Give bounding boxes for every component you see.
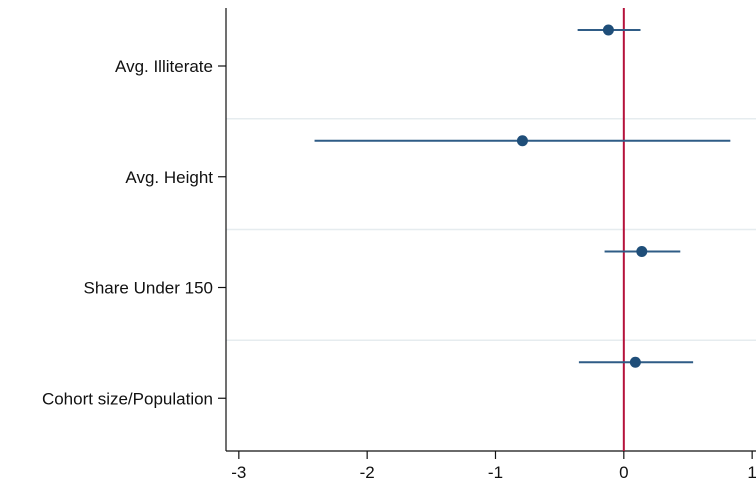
y-tick-label: Avg. Height — [125, 168, 213, 187]
x-tick-label: -1 — [488, 463, 503, 482]
point-estimate — [636, 246, 648, 257]
point-estimate — [516, 135, 528, 147]
point-estimate — [602, 24, 614, 36]
y-tick-label: Cohort size/Population — [42, 389, 213, 408]
y-tick-label: Avg. Illiterate — [115, 57, 213, 76]
x-tick-label: -3 — [231, 463, 246, 482]
y-tick-label: Share Under 150 — [84, 279, 213, 298]
x-tick-label: -2 — [360, 463, 375, 482]
point-estimate — [629, 356, 641, 368]
x-tick-label: 0 — [619, 463, 628, 482]
x-tick-label: 1 — [747, 463, 756, 482]
